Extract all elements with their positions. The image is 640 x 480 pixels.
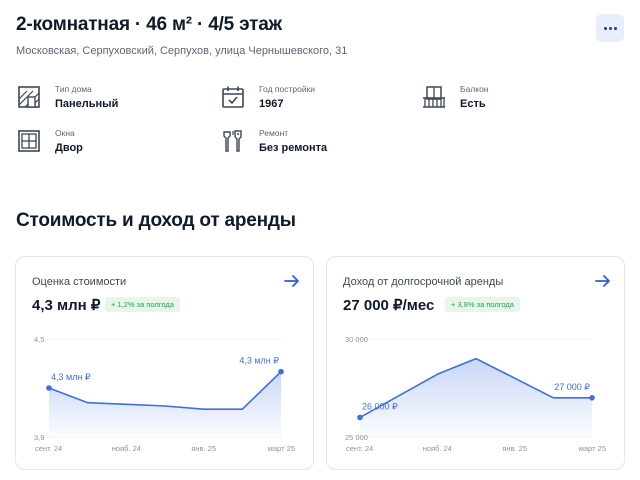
feature-house-type: Тип дома Панельный (17, 83, 118, 112)
card-value: 4,3 млн ₽ (32, 297, 101, 314)
x-tick-label: нояб. 24 (112, 444, 141, 453)
feature-value: Без ремонта (259, 142, 328, 154)
y-tick-label: 4,5 (34, 335, 44, 344)
x-tick-label: март 25 (579, 444, 606, 453)
data-label: 4,3 млн ₽ (239, 356, 279, 366)
x-tick-label: сент. 24 (35, 444, 62, 453)
x-tick-label: янв. 25 (191, 444, 216, 453)
window-icon (18, 130, 40, 152)
card-value: 27 000 ₽/мес (343, 297, 435, 314)
rent-chart: 25 000 30 000 26 000 ₽ 27 000 ₽ сент. 24 нояб… (345, 335, 606, 453)
more-dots-icon (608, 26, 612, 30)
calendar-icon (222, 86, 244, 108)
data-label: 4,3 млн ₽ (51, 372, 91, 382)
card-title: Оценка стоимости (32, 276, 127, 288)
series-line (48, 371, 282, 410)
x-tick-label: сент. 24 (346, 444, 373, 453)
arrow-right-icon[interactable] (283, 272, 301, 290)
y-tick-label: 25 000 (345, 433, 368, 442)
feature-repair: Ремонт Без ремонта (221, 127, 327, 156)
more-options-button[interactable] (596, 14, 624, 42)
rent-income-card[interactable]: Доход от долгосрочной аренды 27 000 ₽/ме… (326, 256, 625, 470)
feature-value: 1967 (259, 98, 284, 110)
data-point (357, 414, 363, 421)
feature-label: Окна (55, 128, 75, 138)
feature-label: Тип дома (55, 84, 92, 94)
feature-build-year: Год постройки 1967 (221, 83, 315, 112)
data-label: 26 000 ₽ (362, 401, 398, 411)
price-chart: 3,9 4,5 4,3 млн ₽ 4,3 млн ₽ сент. 24 нояб. 24… (34, 335, 295, 453)
x-tick-label: март 25 (268, 444, 295, 453)
data-label: 27 000 ₽ (554, 382, 590, 392)
more-dots-icon (613, 26, 617, 30)
feature-value: Панельный (55, 98, 119, 110)
feature-value: Есть (460, 98, 486, 110)
feature-label: Балкон (460, 84, 489, 94)
card-title: Доход от долгосрочной аренды (343, 276, 504, 288)
balcony-icon (423, 86, 445, 108)
feature-value: Двор (55, 142, 83, 154)
y-tick-label: 30 000 (345, 335, 368, 344)
feature-label: Год постройки (259, 84, 316, 94)
house-type-icon (18, 86, 40, 108)
listing-address[interactable]: Московская, Серпуховский, Серпухов, улиц… (16, 45, 348, 57)
section-title: Стоимость и доход от аренды (16, 210, 296, 231)
y-tick-label: 3,9 (34, 433, 44, 442)
x-tick-label: нояб. 24 (423, 444, 452, 453)
series-area (49, 371, 281, 437)
data-point (589, 395, 595, 401)
feature-windows: Окна Двор (17, 127, 83, 156)
price-estimate-card[interactable]: Оценка стоимости 4,3 млн ₽ + 1,2% за пол… (15, 256, 314, 470)
data-point (46, 385, 52, 391)
series-line (359, 357, 592, 419)
series-area (360, 358, 592, 437)
feature-balcony: Балкон Есть (422, 83, 489, 112)
feature-label: Ремонт (259, 128, 289, 138)
growth-badge: + 1,2% за полгода (105, 297, 180, 312)
listing-title: 2-комнатная · 46 м² · 4/5 этаж (16, 14, 282, 35)
arrow-right-icon[interactable] (594, 272, 612, 290)
more-dots-icon (603, 26, 607, 30)
data-point (278, 368, 284, 375)
repair-tools-icon (223, 130, 242, 152)
x-tick-label: янв. 25 (502, 444, 527, 453)
growth-badge: + 3,8% за полгода (445, 297, 520, 312)
